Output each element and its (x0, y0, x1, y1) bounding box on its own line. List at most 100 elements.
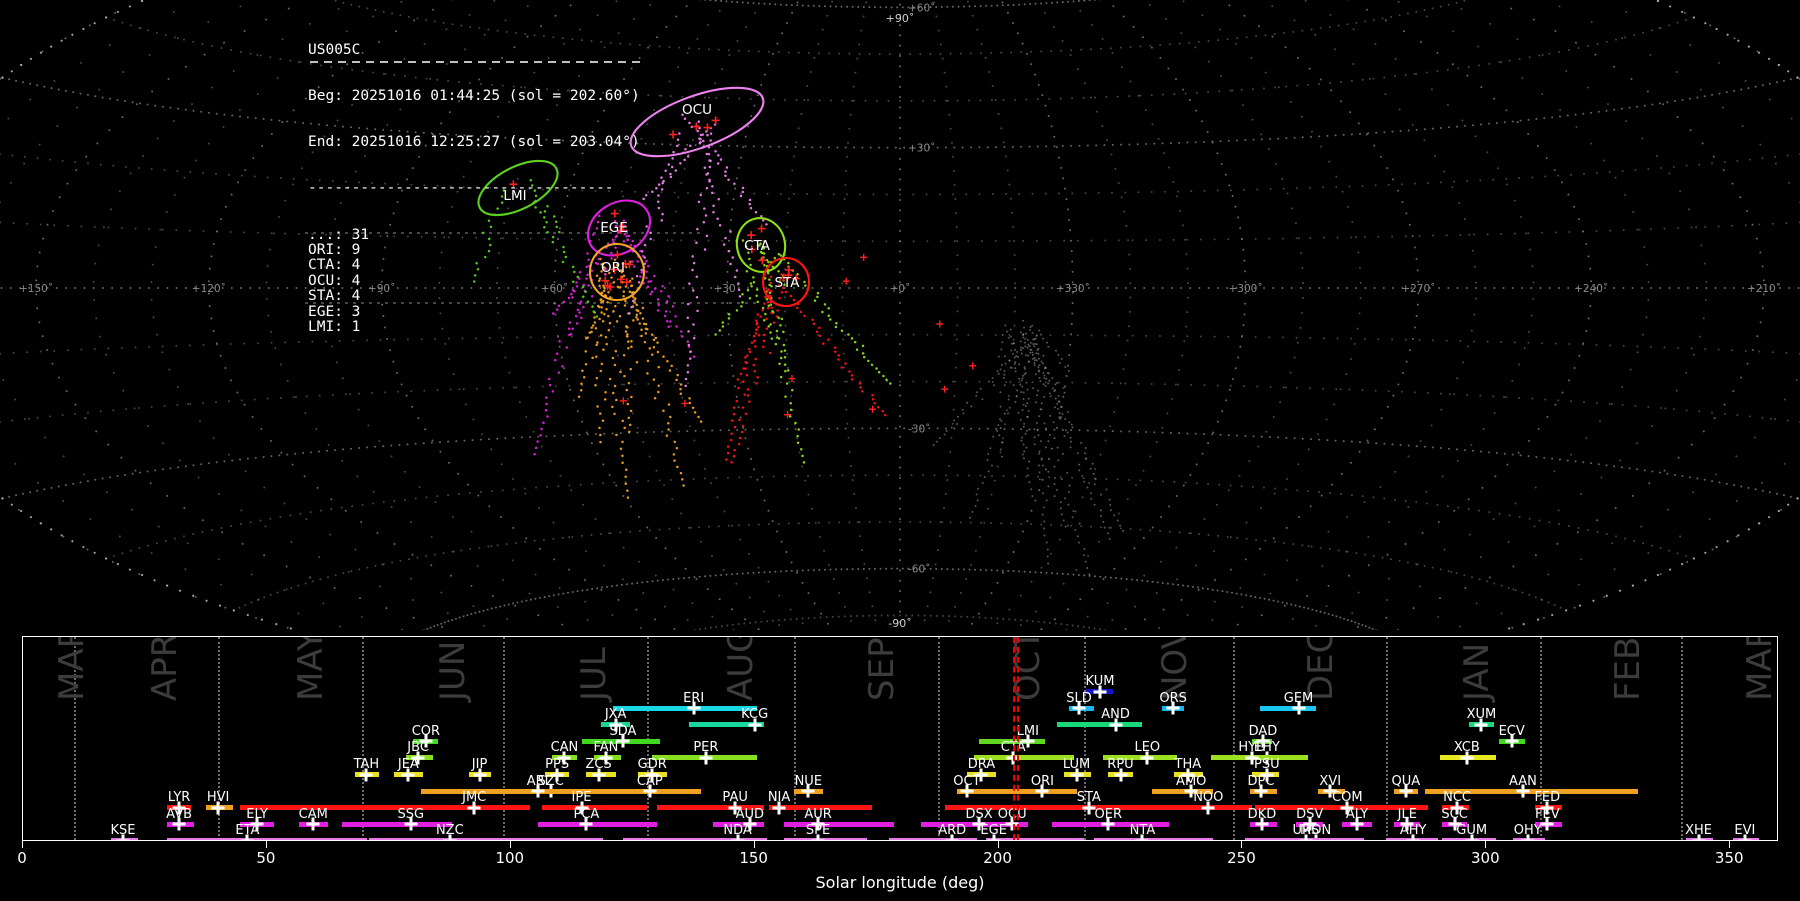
sky-map-panel[interactable]: +90˚-90˚+60˚+30˚-30˚-60˚+180˚+150˚+120˚+… (0, 0, 1800, 630)
grid-dot (1648, 281, 1650, 283)
grid-dot (1349, 111, 1351, 113)
grid-dot (686, 52, 688, 54)
grid-dot (1475, 135, 1477, 137)
grid-dot (1060, 524, 1062, 526)
grid-dot (1, 287, 3, 289)
grid-dot (1351, 441, 1353, 443)
grid-dot (935, 15, 937, 17)
grid-dot (1633, 540, 1635, 542)
grid-dot (899, 302, 901, 304)
grid-dot (709, 0, 711, 1)
grid-dot (1471, 576, 1473, 578)
grid-dot (823, 550, 825, 552)
grid-dot (184, 568, 186, 570)
grid-dot (220, 218, 222, 220)
grid-dot (899, 209, 901, 211)
grid-dot (1772, 223, 1774, 225)
grid-dot (1601, 476, 1603, 478)
grid-dot (162, 229, 164, 231)
grid-dot (772, 620, 774, 622)
grid-dot (851, 100, 853, 102)
grid-dot (1217, 190, 1219, 192)
grid-dot (1451, 186, 1453, 188)
grid-dot (1558, 5, 1560, 7)
grid-dot (36, 157, 38, 159)
grid-dot (968, 287, 970, 289)
grid-dot (1483, 428, 1485, 430)
grid-dot (339, 340, 341, 342)
grid-dot (1555, 343, 1557, 345)
grid-dot (1149, 455, 1151, 457)
grid-dot (1269, 436, 1271, 438)
grid-dot (74, 287, 76, 289)
grid-dot (718, 525, 720, 527)
grid-dot (858, 240, 860, 242)
grid-dot (899, 312, 901, 314)
grid-dot (1162, 432, 1164, 434)
grid-dot (581, 535, 583, 537)
grid-dot (1647, 91, 1649, 93)
grid-dot (202, 402, 204, 404)
grid-dot (962, 428, 964, 430)
grid-dot (1244, 435, 1246, 437)
grid-dot (1159, 530, 1161, 532)
grid-dot (696, 38, 698, 40)
grid-dot (748, 50, 750, 52)
grid-dot (1598, 111, 1600, 113)
grid-dot (1063, 583, 1065, 585)
grid-dot (1587, 86, 1589, 88)
grid-dot (222, 126, 224, 128)
grid-dot (591, 588, 593, 590)
grid-dot (952, 193, 954, 195)
grid-dot (517, 602, 519, 604)
grid-dot (147, 425, 149, 427)
grid-dot (165, 34, 167, 36)
grid-dot (1201, 14, 1203, 16)
grid-dot (1053, 145, 1055, 147)
grid-dot (1189, 99, 1191, 101)
grid-dot (803, 240, 805, 242)
grid-dot (953, 428, 955, 430)
grid-dot (1486, 151, 1488, 153)
grid-dot (1363, 501, 1365, 503)
grid-dot (1168, 166, 1170, 168)
grid-dot (1374, 428, 1376, 430)
grid-dot (1348, 575, 1350, 577)
grid-dot (1328, 585, 1330, 587)
grid-dot (1301, 267, 1303, 269)
grid-dot (1103, 144, 1105, 146)
grid-dot (1245, 594, 1247, 596)
grid-dot (162, 345, 164, 347)
grid-dot (778, 523, 780, 525)
grid-dot (1195, 46, 1197, 48)
grid-dot (351, 505, 353, 507)
grid-dot (360, 521, 362, 523)
grid-dot (487, 609, 489, 611)
grid-dot (1444, 549, 1446, 551)
grid-dot (1359, 133, 1361, 135)
grid-dot (1611, 403, 1613, 405)
grid-dot (1415, 73, 1417, 75)
grid-dot (1153, 431, 1155, 433)
grid-dot (570, 4, 572, 6)
grid-dot (1714, 417, 1716, 419)
grid-dot (1515, 502, 1517, 504)
grid-dot (1542, 54, 1544, 56)
grid-dot (1111, 192, 1113, 194)
grid-dot (568, 569, 570, 571)
grid-dot (1252, 486, 1254, 488)
grid-dot (1128, 431, 1130, 433)
grid-dot (1582, 343, 1584, 345)
grid-dot (813, 5, 815, 7)
grid-dot (1314, 34, 1316, 36)
grid-dot (1177, 384, 1179, 386)
grid-dot (463, 440, 465, 442)
grid-dot (65, 484, 67, 486)
grid-dot (646, 581, 648, 583)
grid-dot (1090, 526, 1092, 528)
grid-dot (828, 146, 830, 148)
grid-dot (366, 446, 368, 448)
grid-dot (842, 268, 844, 270)
grid-dot (1470, 444, 1472, 446)
grid-dot (1362, 185, 1364, 187)
